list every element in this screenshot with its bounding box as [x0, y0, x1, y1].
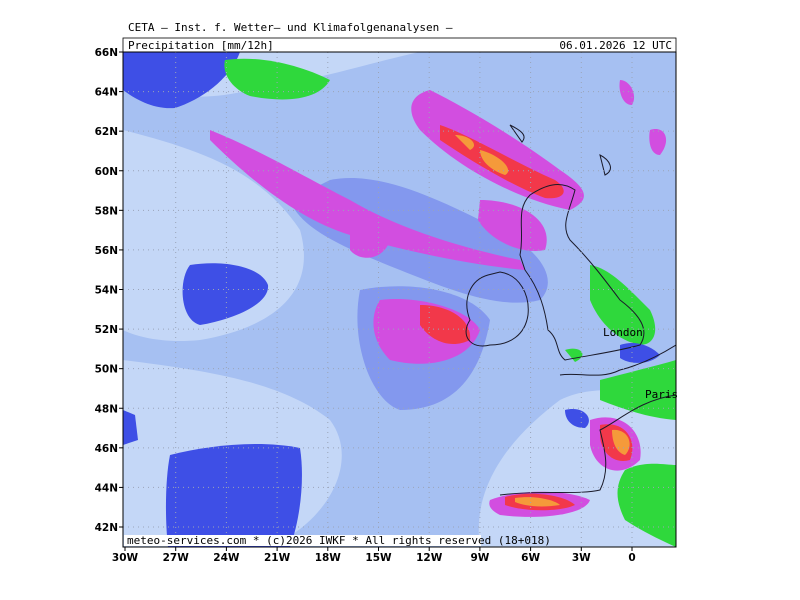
lon-label: 12W — [416, 552, 443, 564]
lon-label: 6W — [521, 552, 540, 564]
precipitation-field — [123, 52, 676, 547]
lon-label: 27W — [163, 552, 190, 564]
footer-box — [124, 535, 481, 546]
lon-label: 30W — [112, 552, 139, 564]
map-frame — [122, 51, 677, 548]
lon-label: 15W — [365, 552, 392, 564]
lat-label: 48N — [95, 403, 118, 415]
lat-label: 52N — [95, 324, 118, 336]
valid-time: 06.01.2026 12 UTC — [559, 39, 672, 52]
graticule — [123, 52, 676, 547]
lon-label: 24W — [213, 552, 240, 564]
lat-label: 54N — [95, 285, 118, 297]
lon-label: 18W — [315, 552, 342, 564]
institute-header: CETA – Inst. f. Wetter– und Klimafolgena… — [128, 21, 453, 34]
lon-label: 3W — [572, 552, 591, 564]
lat-label: 58N — [95, 205, 118, 217]
lat-label: 62N — [95, 126, 118, 138]
lat-label: 66N — [95, 47, 118, 59]
lat-label: 46N — [95, 443, 118, 455]
lon-label: 0 — [628, 552, 635, 564]
footer: meteo-services.com * (c)2026 IWKF * All … — [127, 534, 551, 547]
lat-label: 44N — [95, 482, 118, 494]
variable-title: Precipitation [mm/12h] — [128, 39, 274, 52]
place-label: Paris — [645, 388, 678, 401]
lat-label: 56N — [95, 245, 118, 257]
lat-label: 42N — [95, 522, 118, 534]
axis-labels: 66N 64N 62N 60N 58N 56N 54N 52N 50N 48N 46N 44N 42N 3… — [95, 47, 636, 564]
lon-label: 9W — [470, 552, 489, 564]
lat-label: 50N — [95, 364, 118, 376]
lat-label: 64N — [95, 87, 118, 99]
lon-label: 21W — [264, 552, 291, 564]
lat-label: 60N — [95, 166, 118, 178]
place-label: London — [603, 326, 643, 339]
